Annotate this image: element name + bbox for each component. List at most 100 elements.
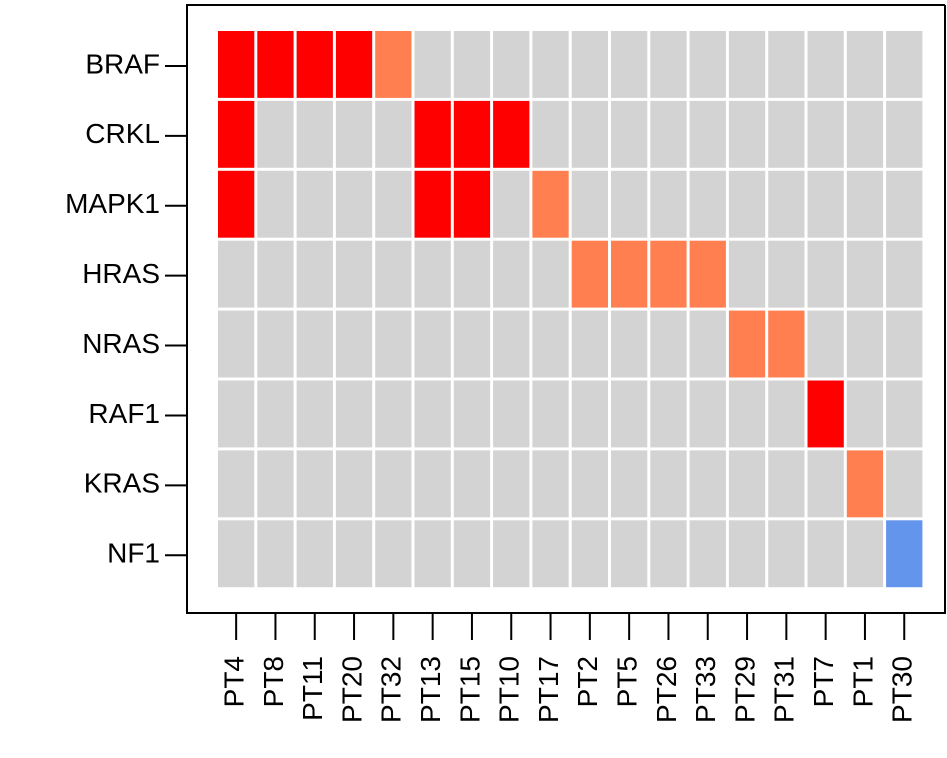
heatmap-cell [532,240,569,308]
heatmap-cell [257,31,294,98]
heatmap-cell [650,450,687,518]
heatmap-cell [611,520,648,588]
heatmap-cell [493,520,530,588]
heatmap-cell [218,240,255,308]
heatmap-cell [689,380,726,448]
heatmap-cell [807,310,844,378]
x-tick-label: PT7 [808,656,839,707]
y-tick-label: NRAS [82,328,160,359]
heatmap-cell [886,310,923,378]
heatmap-cell [532,380,569,448]
y-tick-label: MAPK1 [65,188,160,219]
y-tick-label: KRAS [84,468,160,499]
heatmap-cell [768,380,805,448]
heatmap-cell [611,450,648,518]
heatmap-cell [689,240,726,308]
heatmap-cell [257,450,294,518]
heatmap-cell [257,240,294,308]
heatmap-cell [414,520,451,588]
x-tick-label: PT13 [415,656,446,723]
heatmap-cell [493,100,530,168]
heatmap-cell [218,170,255,238]
heatmap-cell [375,310,412,378]
heatmap-cell [296,170,333,238]
heatmap-cell [532,31,569,98]
heatmap-cell [375,450,412,518]
y-tick-label: RAF1 [88,398,160,429]
heatmap-cell [611,310,648,378]
x-tick-label: PT1 [847,656,878,707]
heatmap-cell [453,310,491,378]
heatmap-cell [453,450,491,518]
heatmap-cell [218,31,255,98]
heatmap-cell [218,380,255,448]
heatmap-cell [689,520,726,588]
heatmap-cell [375,520,412,588]
heatmap-cell [886,31,923,98]
heatmap-cell [414,170,451,238]
heatmap-cell [728,170,766,238]
heatmap-cell [650,380,687,448]
heatmap-cell [296,380,333,448]
heatmap-cell [768,170,805,238]
heatmap-cell [728,100,766,168]
x-tick-label: PT31 [769,656,800,723]
heatmap-cell [728,380,766,448]
heatmap-cell [886,100,923,168]
heatmap-cell [768,520,805,588]
x-tick-label: PT30 [887,656,918,723]
heatmap-cell [257,100,294,168]
heatmap-cell [807,240,844,308]
x-tick-label: PT29 [729,656,760,723]
heatmap-cell [532,450,569,518]
heatmap-cell [768,450,805,518]
heatmap-cell [453,100,491,168]
heatmap-cell [532,310,569,378]
heatmap-cell [650,310,687,378]
x-tick-label: PT32 [376,656,407,723]
heatmap-cell [689,31,726,98]
heatmap-cell [846,100,884,168]
heatmap-cell [532,520,569,588]
heatmap-cell [218,450,255,518]
heatmap-cell [611,31,648,98]
heatmap-cell [453,170,491,238]
heatmap-cell [257,310,294,378]
heatmap-cell [571,240,608,308]
heatmap-cell [571,31,608,98]
y-tick-label: HRAS [82,258,160,289]
heatmap-cell [846,310,884,378]
heatmap-cell [375,100,412,168]
heatmap-cell [493,31,530,98]
plot-frame [186,4,946,614]
heatmap-cell [335,380,373,448]
heatmap-cell [807,31,844,98]
heatmap-cell [611,380,648,448]
heatmap-cell [493,450,530,518]
heatmap-cell [689,170,726,238]
heatmap-cell [375,380,412,448]
heatmap-cell [335,31,373,98]
heatmap-cell [886,450,923,518]
heatmap-cell [728,520,766,588]
heatmap-cell [846,240,884,308]
heatmap-cell [768,240,805,308]
heatmap-cell [532,170,569,238]
heatmap-cell [807,450,844,518]
heatmap-cell [532,100,569,168]
heatmap-cell [218,310,255,378]
x-tick-label: PT10 [494,656,525,723]
heatmap-cell [335,310,373,378]
heatmap-cell [257,380,294,448]
heatmap-cell [335,170,373,238]
heatmap-cell [689,100,726,168]
heatmap-cell [257,520,294,588]
heatmap-cell [493,170,530,238]
heatmap-cell [650,520,687,588]
y-tick-label: CRKL [85,118,160,149]
heatmap-cell [453,520,491,588]
heatmap-cell [846,380,884,448]
heatmap-cell [571,520,608,588]
heatmap-cell [768,100,805,168]
